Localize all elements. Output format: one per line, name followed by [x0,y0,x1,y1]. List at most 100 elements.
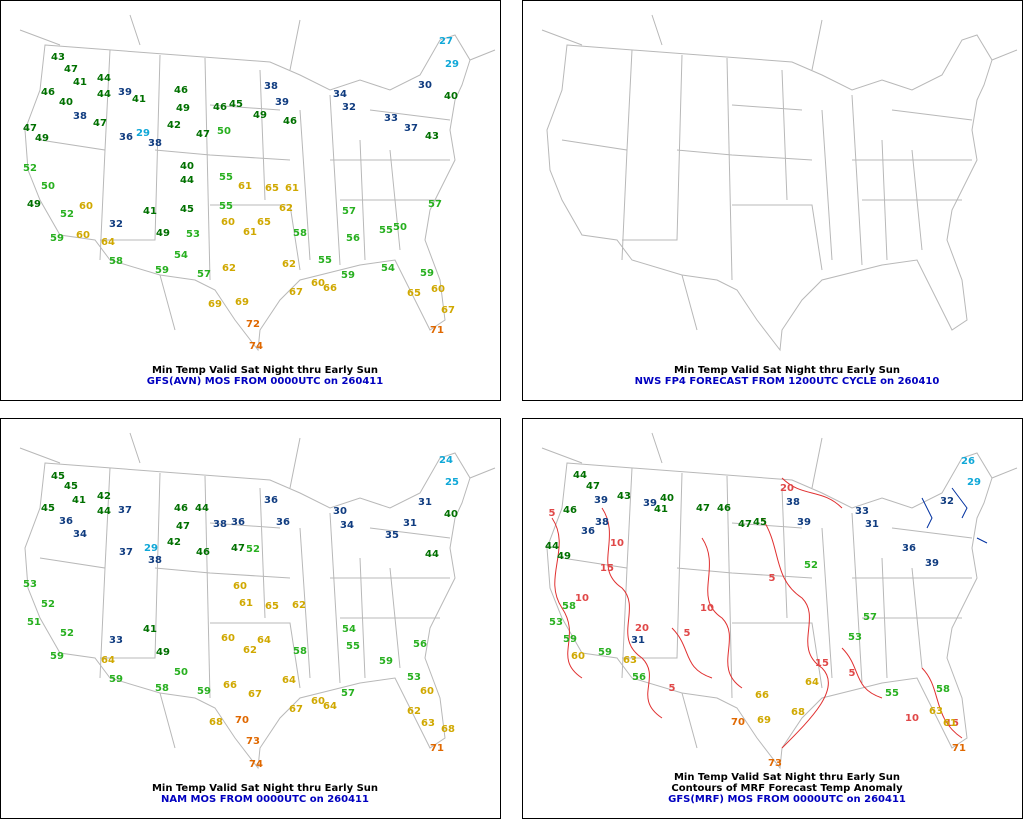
station-temp: 50 [41,181,55,192]
contour-label: 10 [610,538,624,549]
station-temp: 52 [804,560,818,571]
station-temp: 60 [221,217,235,228]
caption: Min Temp Valid Sat Night thru Early Sun [152,783,378,794]
station-temp: 57 [428,199,442,210]
caption: GFS(AVN) MOS FROM 0000UTC on 260411 [147,376,383,387]
station-temp: 68 [209,717,223,728]
station-temp: 49 [156,647,170,658]
station-temp: 45 [753,517,767,528]
station-temp: 64 [101,655,115,666]
station-temp: 49 [35,133,49,144]
station-temp: 31 [631,635,645,646]
station-temp: 66 [755,690,769,701]
station-temp: 70 [731,717,745,728]
station-temp: 55 [219,201,233,212]
station-temp: 60 [311,696,325,707]
station-temp: 50 [217,126,231,137]
station-temp: 60 [571,651,585,662]
contour-label: 5 [684,628,691,639]
station-temp: 67 [289,704,303,715]
station-temp: 59 [341,270,355,281]
station-temp: 38 [213,519,227,530]
contour-label: 5 [849,668,856,679]
caption: Min Temp Valid Sat Night thru Early Sun [674,365,900,376]
station-temp: 54 [174,250,188,261]
station-temp: 50 [393,222,407,233]
station-temp: 49 [557,551,571,562]
contour-label: 10 [575,593,589,604]
station-temp: 56 [632,672,646,683]
station-temp: 36 [581,526,595,537]
station-temp: 45 [64,481,78,492]
station-temp: 65 [265,601,279,612]
station-temp: 59 [109,674,123,685]
station-temp: 47 [696,503,710,514]
station-temp: 45 [41,503,55,514]
station-temp: 39 [118,87,132,98]
station-temp: 29 [136,128,150,139]
station-temp: 42 [97,491,111,502]
contour-label: 15 [945,718,959,729]
contour-label: 10 [700,603,714,614]
station-temp: 36 [231,517,245,528]
station-temp: 57 [342,206,356,217]
station-temp: 36 [902,543,916,554]
station-temp: 40 [660,493,674,504]
station-temp: 68 [441,724,455,735]
station-temp: 36 [59,516,73,527]
station-temp: 59 [50,233,64,244]
station-temp: 37 [118,505,132,516]
station-temp: 60 [431,284,445,295]
station-temp: 46 [283,116,297,127]
station-temp: 58 [293,646,307,657]
station-temp: 39 [275,97,289,108]
station-temp: 46 [174,85,188,96]
station-temp: 34 [340,520,354,531]
contour-label: 15 [815,658,829,669]
station-temp: 37 [404,123,418,134]
station-temp: 71 [430,325,444,336]
station-temp: 31 [418,497,432,508]
station-temp: 73 [246,736,260,747]
station-temp: 38 [148,555,162,566]
station-temp: 38 [73,111,87,122]
station-temp: 29 [144,543,158,554]
station-temp: 58 [155,683,169,694]
station-temp: 58 [109,256,123,267]
station-temp: 43 [51,52,65,63]
station-temp: 64 [101,237,115,248]
station-temp: 53 [186,229,200,240]
station-temp: 60 [76,230,90,241]
station-temp: 33 [109,635,123,646]
station-temp: 38 [148,138,162,149]
station-temp: 55 [885,688,899,699]
station-temp: 69 [208,299,222,310]
station-temp: 61 [239,598,253,609]
station-temp: 47 [738,519,752,530]
station-temp: 60 [79,201,93,212]
station-temp: 64 [257,635,271,646]
station-temp: 64 [805,677,819,688]
contour-label: 20 [635,623,649,634]
station-temp: 55 [346,641,360,652]
panel [0,0,501,401]
station-temp: 59 [379,656,393,667]
station-temp: 29 [967,477,981,488]
station-temp: 52 [41,599,55,610]
station-temp: 60 [233,581,247,592]
station-temp: 45 [51,471,65,482]
station-temp: 52 [60,209,74,220]
station-temp: 44 [97,506,111,517]
caption: Min Temp Valid Sat Night thru Early Sun [674,772,900,783]
station-temp: 41 [73,77,87,88]
station-temp: 45 [229,99,243,110]
station-temp: 41 [132,94,146,105]
station-temp: 67 [441,305,455,316]
station-temp: 39 [925,558,939,569]
station-temp: 34 [333,89,347,100]
station-temp: 26 [961,456,975,467]
station-temp: 38 [264,81,278,92]
station-temp: 62 [292,600,306,611]
station-temp: 53 [407,672,421,683]
contour-label: 5 [549,508,556,519]
